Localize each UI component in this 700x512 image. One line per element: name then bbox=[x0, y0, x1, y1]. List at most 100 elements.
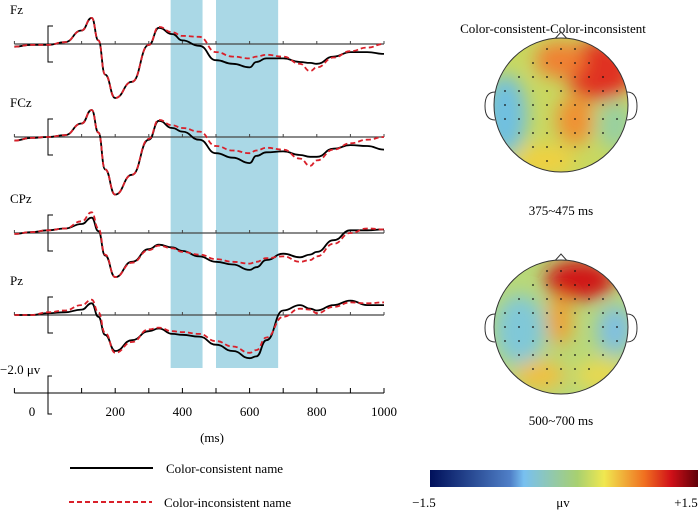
electrode-dot bbox=[532, 132, 534, 134]
electrode-dot bbox=[560, 312, 562, 314]
electrode-dot bbox=[574, 270, 576, 272]
electrode-dot bbox=[518, 132, 520, 134]
electrode-dot bbox=[616, 104, 618, 106]
scale-bracket bbox=[47, 214, 53, 252]
electrode-dot bbox=[616, 118, 618, 120]
electrode-dot bbox=[546, 382, 548, 384]
electrode-dot bbox=[560, 48, 562, 50]
electrode-dot bbox=[602, 298, 604, 300]
electrode-dot bbox=[574, 132, 576, 134]
channel-label: CPz bbox=[10, 191, 32, 206]
channel-pz: Pz bbox=[10, 273, 385, 360]
electrode-dot bbox=[588, 312, 590, 314]
electrode-dot bbox=[602, 76, 604, 78]
electrode-dot bbox=[574, 382, 576, 384]
x-tick-label: 1000 bbox=[371, 404, 397, 419]
electrode-dot bbox=[532, 90, 534, 92]
electrode-dot bbox=[560, 340, 562, 342]
electrode-dot bbox=[518, 104, 520, 106]
electrode-dot bbox=[532, 312, 534, 314]
electrode-dot bbox=[532, 298, 534, 300]
electrode-dot bbox=[546, 146, 548, 148]
electrode-dot bbox=[546, 312, 548, 314]
electrode-dot bbox=[574, 76, 576, 78]
electrode-dot bbox=[574, 118, 576, 120]
electrode-dot bbox=[588, 132, 590, 134]
x-tick-label: 400 bbox=[173, 404, 193, 419]
electrode-dot bbox=[602, 326, 604, 328]
electrode-dot bbox=[574, 298, 576, 300]
electrode-dot bbox=[560, 76, 562, 78]
electrode-dot bbox=[602, 104, 604, 106]
electrode-dot bbox=[574, 340, 576, 342]
electrode-dot bbox=[588, 368, 590, 370]
electrode-dot bbox=[588, 76, 590, 78]
electrode-dot bbox=[602, 132, 604, 134]
electrode-dot bbox=[560, 62, 562, 64]
electrode-dot bbox=[560, 132, 562, 134]
topomap-375-475 bbox=[484, 31, 638, 173]
electrode-dot bbox=[560, 104, 562, 106]
electrode-dot bbox=[518, 312, 520, 314]
electrode-dot bbox=[532, 284, 534, 286]
electrode-dot bbox=[546, 76, 548, 78]
topomap-label-2: 500~700 ms bbox=[529, 413, 593, 428]
electrode-dot bbox=[546, 90, 548, 92]
electrode-dot bbox=[616, 312, 618, 314]
electrode-dot bbox=[588, 340, 590, 342]
electrode-dot bbox=[532, 62, 534, 64]
channel-cpz: CPz bbox=[10, 191, 385, 279]
electrode-dot bbox=[560, 270, 562, 272]
topomap-title: Color-consistent-Color-inconsistent bbox=[460, 21, 646, 36]
x-tick-label: 200 bbox=[105, 404, 125, 419]
electrode-dot bbox=[616, 340, 618, 342]
electrode-dot bbox=[602, 118, 604, 120]
electrode-dot bbox=[518, 76, 520, 78]
electrode-dot bbox=[546, 368, 548, 370]
electrode-dot bbox=[518, 340, 520, 342]
electrode-dot bbox=[574, 326, 576, 328]
electrode-dot bbox=[532, 118, 534, 120]
colorbar-min-label: −1.5 bbox=[412, 495, 436, 510]
channel-label: Pz bbox=[10, 273, 23, 288]
electrode-dot bbox=[602, 312, 604, 314]
x-axis-label: (ms) bbox=[200, 430, 224, 445]
electrode-dot bbox=[504, 118, 506, 120]
electrode-dot bbox=[532, 76, 534, 78]
electrode-dot bbox=[588, 118, 590, 120]
electrode-dot bbox=[574, 90, 576, 92]
waveform-inconsistent bbox=[14, 16, 385, 99]
electrode-dot bbox=[588, 104, 590, 106]
electrode-dot bbox=[560, 368, 562, 370]
electrode-dot bbox=[532, 146, 534, 148]
electrode-dot bbox=[574, 146, 576, 148]
electrode-dot bbox=[588, 90, 590, 92]
topomap-500-700 bbox=[484, 253, 638, 395]
x-axis: 0 200 400 600 800 1000 bbox=[13, 375, 397, 419]
x-tick-label: 600 bbox=[240, 404, 260, 419]
electrode-dot bbox=[588, 62, 590, 64]
colorbar bbox=[430, 470, 698, 487]
electrode-dot bbox=[602, 340, 604, 342]
electrode-dot bbox=[532, 368, 534, 370]
electrode-dot bbox=[546, 340, 548, 342]
electrode-dot bbox=[560, 284, 562, 286]
electrode-dot bbox=[532, 326, 534, 328]
electrode-dot bbox=[518, 90, 520, 92]
waveform-inconsistent bbox=[14, 211, 385, 279]
x-tick-label: 800 bbox=[307, 404, 327, 419]
electrode-dot bbox=[546, 132, 548, 134]
electrode-dot bbox=[616, 90, 618, 92]
electrode-dot bbox=[546, 326, 548, 328]
electrode-dot bbox=[574, 368, 576, 370]
electrode-dot bbox=[546, 118, 548, 120]
electrode-dot bbox=[560, 146, 562, 148]
electrode-dot bbox=[504, 312, 506, 314]
electrode-dot bbox=[504, 326, 506, 328]
channel-fz: Fz bbox=[10, 2, 385, 99]
electrode-dot bbox=[560, 382, 562, 384]
highlight-window-0 bbox=[170, 0, 203, 368]
channel-label: Fz bbox=[10, 2, 23, 17]
electrode-dot bbox=[574, 312, 576, 314]
